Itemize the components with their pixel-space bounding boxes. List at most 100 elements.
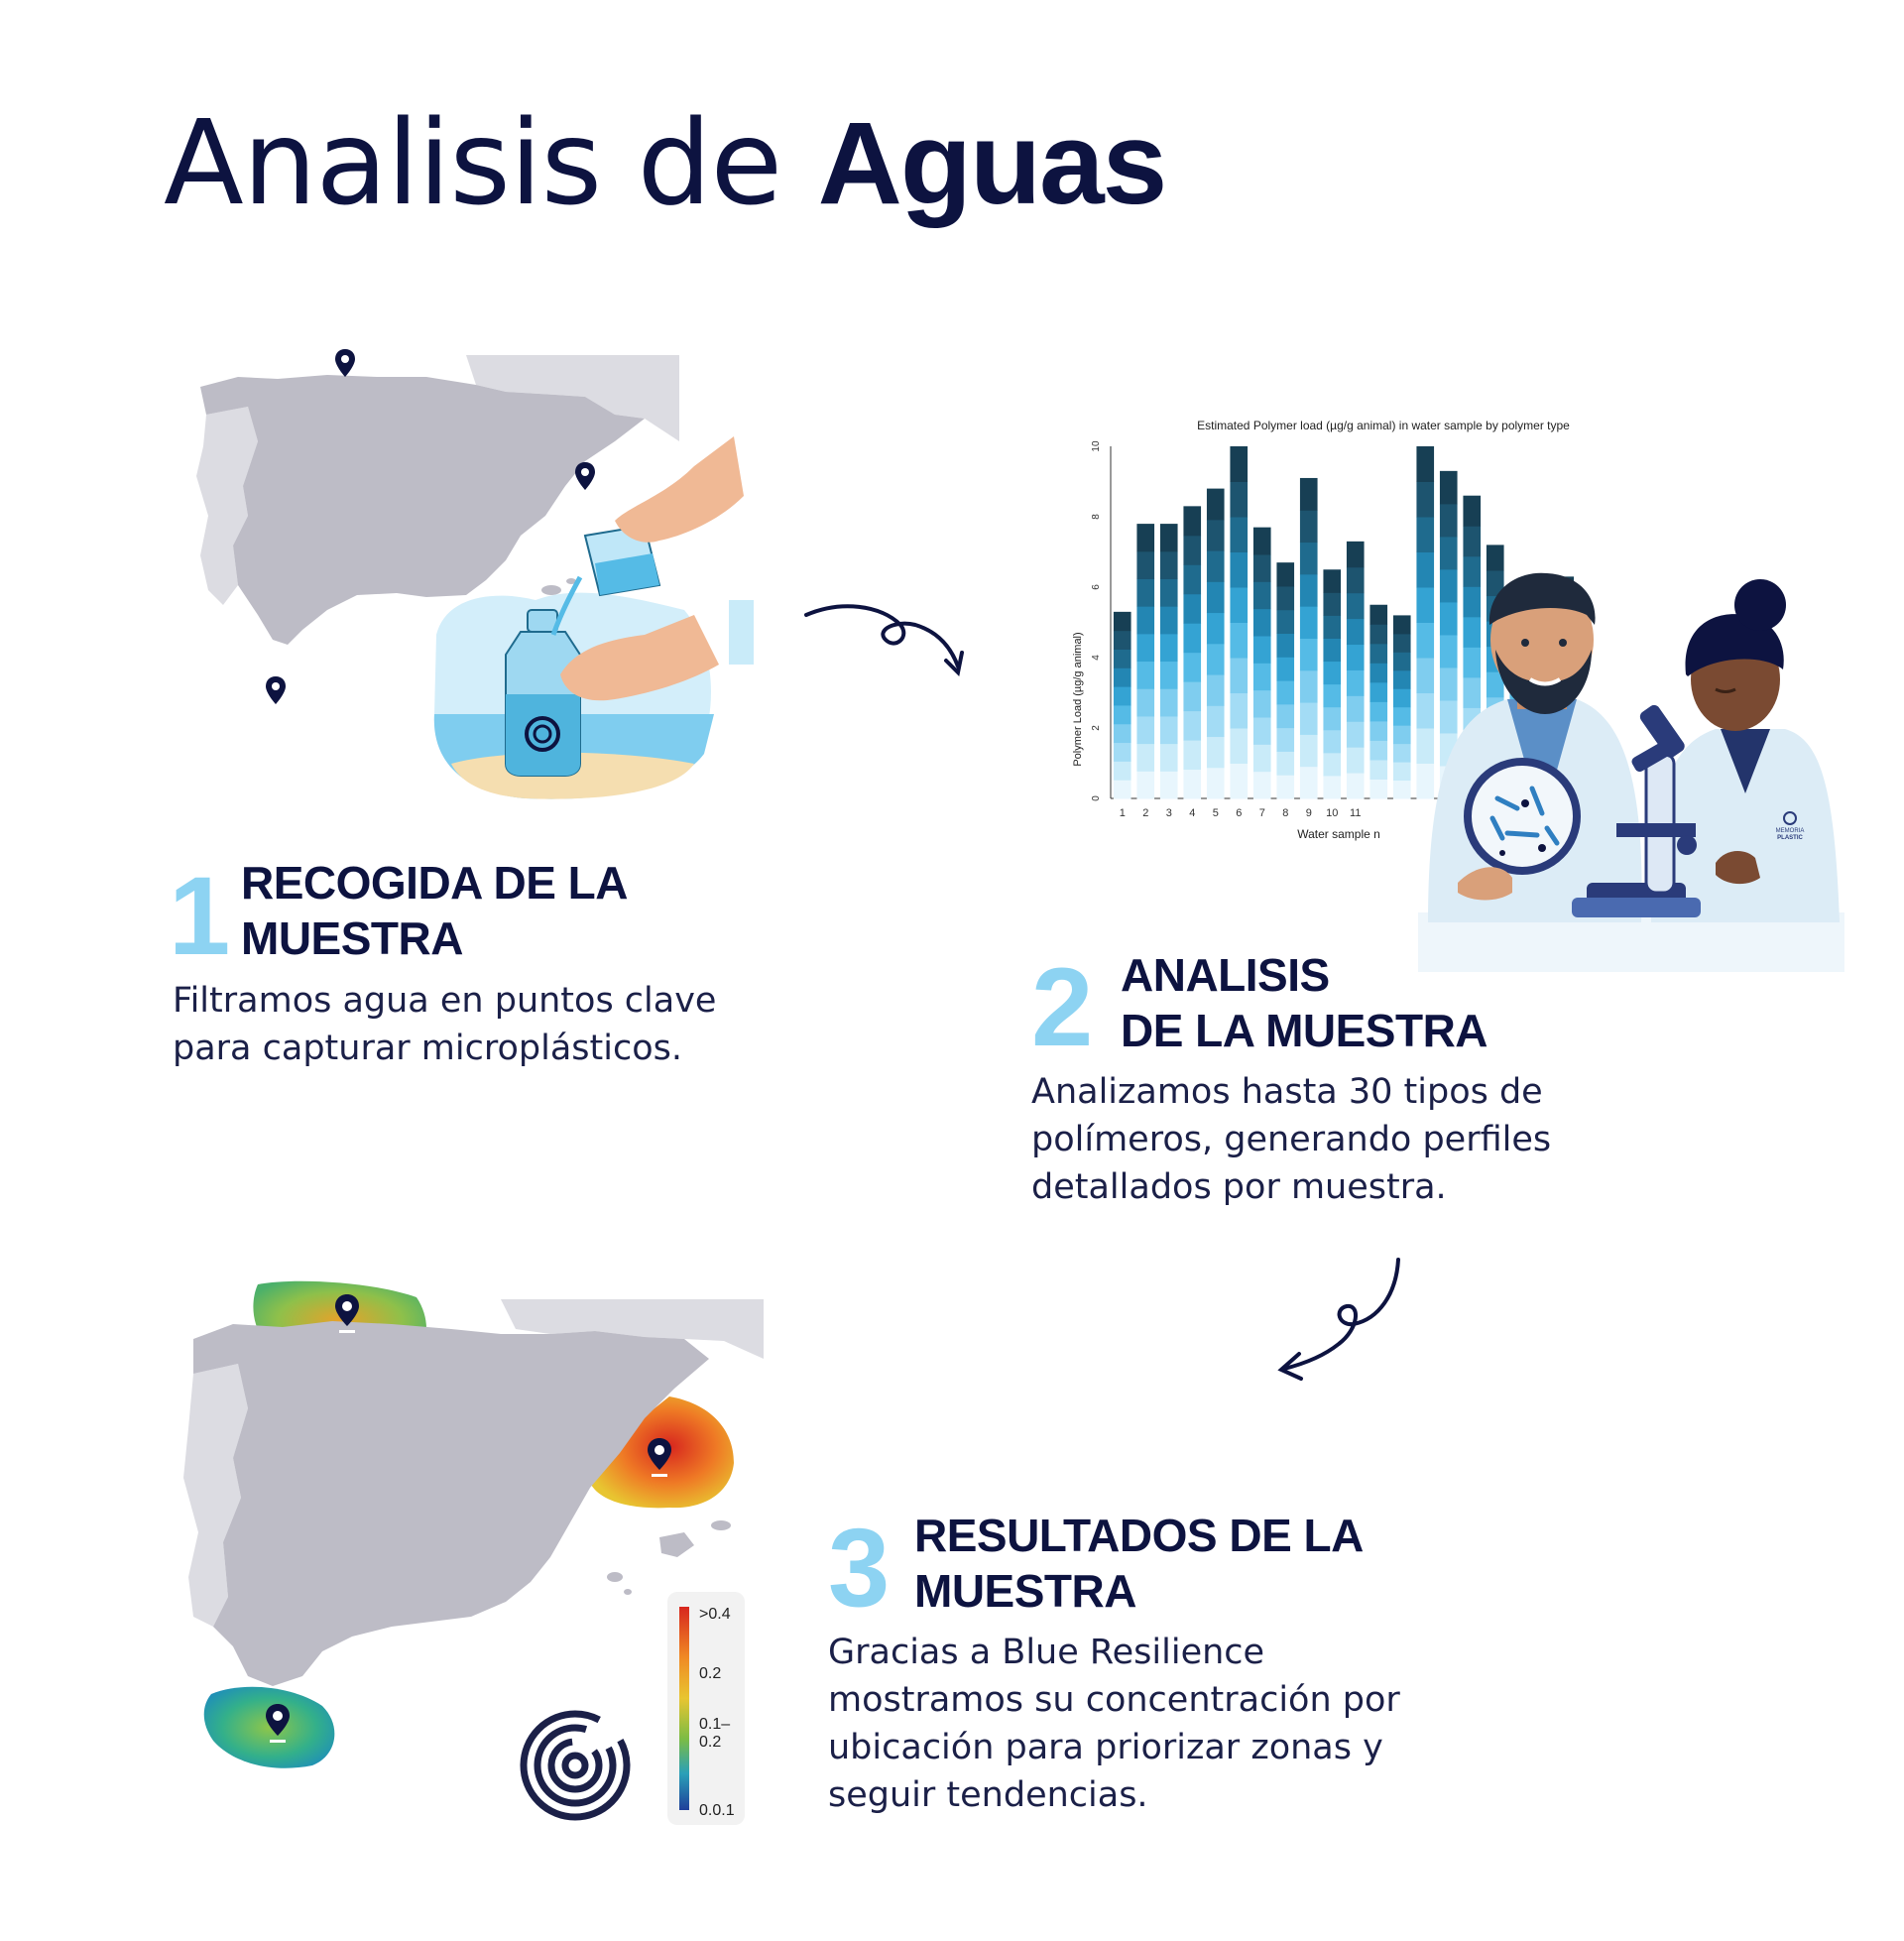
bar-segment: [1416, 658, 1435, 693]
bar-segment: [1183, 564, 1202, 595]
bar-segment: [1230, 587, 1249, 623]
bar-segment: [1346, 773, 1365, 799]
bar-segment: [1276, 775, 1295, 799]
bar-segment: [1392, 743, 1411, 763]
bar-segment: [1252, 663, 1271, 691]
step-2-heading-line2: DE LA MUESTRA: [1121, 1005, 1488, 1056]
bar-segment: [1183, 740, 1202, 771]
x-tick-label: 2: [1142, 807, 1148, 819]
bar-segment: [1346, 644, 1365, 670]
bar-segment: [1486, 671, 1504, 698]
bar-segment: [1369, 604, 1388, 625]
bar-segment: [1183, 769, 1202, 799]
bar-segment: [1136, 524, 1155, 552]
bar-segment: [1113, 686, 1131, 706]
hand-bottom: [560, 615, 719, 701]
x-tick-label: 9: [1306, 807, 1312, 819]
bar-segment: [1299, 573, 1318, 607]
bar-segment: [1299, 669, 1318, 703]
bar-segment: [1463, 555, 1482, 587]
bar-segment: [1276, 703, 1295, 729]
bar-segment: [1463, 586, 1482, 618]
x-tick-label: 10: [1326, 807, 1338, 819]
bar-segment: [1323, 706, 1342, 731]
bar-segment: [1299, 477, 1318, 511]
scientist-woman: MEMORIA PLASTIC: [1572, 579, 1840, 922]
bar-segment: [1299, 606, 1318, 639]
bar-segment: [1230, 763, 1249, 799]
bar-segment: [1439, 634, 1458, 668]
page-title: Analisis de Aguas: [164, 104, 1167, 222]
legend-label-top: >0.4: [699, 1606, 731, 1623]
step-3-text-line1: Gracias a Blue Resilience: [828, 1633, 1265, 1672]
bar-sample-12: [1369, 604, 1388, 799]
bar-segment: [1392, 669, 1411, 689]
step-2-text-line3: detallados por muestra.: [1031, 1167, 1447, 1207]
x-tick-label: 11: [1350, 807, 1361, 819]
step-1-heading-line1: RECOGIDA DE LA: [241, 857, 628, 909]
x-tick-label: 6: [1236, 807, 1242, 819]
bar-sample-7: [1252, 527, 1271, 799]
chart-y-ticks: 0 2 4 6 8 10: [1091, 440, 1102, 801]
bar-segment: [1206, 705, 1225, 738]
step-3-heading-line2: MUESTRA: [914, 1565, 1136, 1617]
bar-segment: [1113, 780, 1131, 799]
bar-segment: [1463, 647, 1482, 678]
map-pin-icon: [335, 349, 355, 377]
bar-segment: [1276, 585, 1295, 611]
bar-segment: [1346, 541, 1365, 568]
bar-segment: [1369, 663, 1388, 683]
bar-segment: [1113, 704, 1131, 725]
y-tick-label: 2: [1091, 725, 1102, 731]
bar-segment: [1276, 609, 1295, 635]
bar-segment: [1323, 752, 1342, 777]
bar-segment: [1230, 622, 1249, 659]
bar-segment: [1416, 481, 1435, 518]
bar-segment: [1206, 643, 1225, 675]
bar-segment: [1183, 710, 1202, 741]
step-2-text-line1: Analizamos hasta 30 tipos de: [1031, 1072, 1543, 1112]
scientist-man: [1428, 572, 1642, 922]
bar-segment: [1299, 510, 1318, 544]
bar-segment: [1230, 728, 1249, 764]
bar-segment: [1416, 446, 1435, 482]
bar-sample-10: [1323, 569, 1342, 799]
bar-segment: [1323, 615, 1342, 639]
bar-segment: [1183, 623, 1202, 654]
step-2-description: Analizamos hasta 30 tipos de polímeros, …: [1031, 1068, 1551, 1211]
step-2-heading-line1: ANALISIS: [1121, 949, 1330, 1001]
hand-top: [615, 436, 744, 543]
bar-segment: [1416, 517, 1435, 552]
bar-segment: [1159, 715, 1178, 745]
y-tick-label: 6: [1091, 584, 1102, 590]
x-tick-label: 1: [1120, 807, 1126, 819]
bar-segment: [1183, 535, 1202, 565]
y-tick-label: 0: [1091, 795, 1102, 801]
bar-segment: [1369, 643, 1388, 664]
step-1-description: Filtramos agua en puntos clave para capt…: [173, 977, 716, 1072]
bar-sample-3: [1159, 524, 1178, 799]
bar-segment: [1369, 779, 1388, 799]
bar-segment: [1136, 578, 1155, 607]
bar-segment: [1439, 536, 1458, 570]
step-1-heading: RECOGIDA DE LA MUESTRA: [241, 855, 628, 966]
bar-segment: [1439, 601, 1458, 636]
bar-segment: [1159, 771, 1178, 799]
bar-sample-9: [1299, 477, 1318, 799]
step-1-text-line1: Filtramos agua en puntos clave: [173, 981, 717, 1021]
map-spain: [200, 375, 645, 645]
map-spain: [193, 1321, 709, 1686]
step-1-text-line2: para capturar microplásticos.: [173, 1029, 682, 1068]
bar-sample-4: [1183, 506, 1202, 799]
bar-segment: [1416, 692, 1435, 729]
bar-segment: [1136, 771, 1155, 799]
bar-segment: [1439, 503, 1458, 538]
bar-segment: [1136, 715, 1155, 745]
bar-segment: [1113, 649, 1131, 668]
bar-segment: [1463, 526, 1482, 557]
bar-segment: [1299, 542, 1318, 575]
bar-segment: [1392, 633, 1411, 653]
step-3-description: Gracias a Blue Resilience mostramos su c…: [828, 1629, 1400, 1819]
x-tick-label: 5: [1213, 807, 1219, 819]
bar-segment: [1346, 695, 1365, 722]
